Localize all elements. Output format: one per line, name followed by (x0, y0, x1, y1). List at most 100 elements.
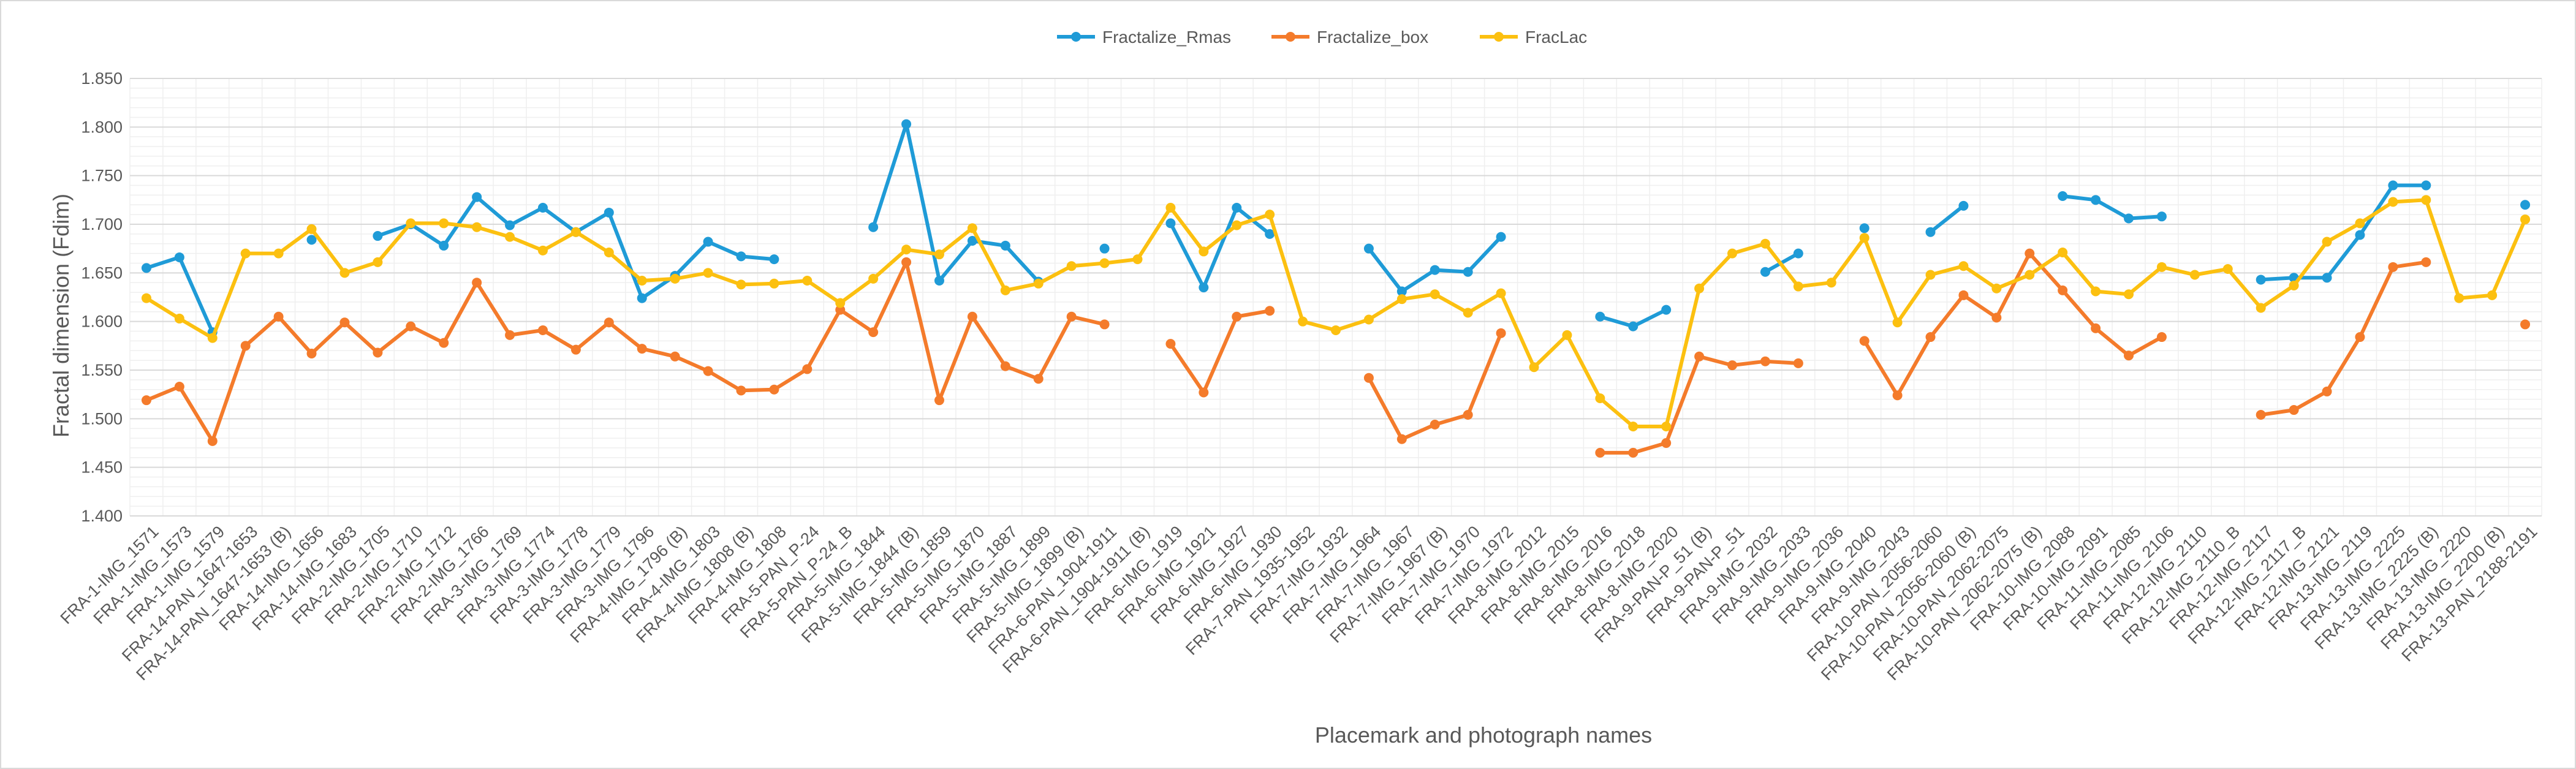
data-point (967, 311, 977, 322)
data-point (339, 317, 350, 328)
data-point (1099, 243, 1110, 254)
data-point (1331, 325, 1341, 335)
data-point (2189, 270, 2200, 280)
data-point (537, 245, 548, 256)
series-line (2061, 194, 2164, 221)
data-point (1496, 232, 1506, 242)
data-point (273, 311, 284, 322)
data-point (967, 223, 977, 233)
data-point (1727, 248, 1738, 259)
data-point (1727, 360, 1738, 371)
data-point (2520, 200, 2531, 210)
data-point (406, 321, 416, 331)
data-point (1628, 321, 1638, 331)
data-point (1595, 311, 1605, 322)
data-point (1165, 218, 1176, 229)
data-point (373, 231, 383, 241)
data-point (1099, 319, 1110, 330)
data-point (2124, 350, 2134, 361)
y-tick-label: 1.400 (81, 507, 123, 525)
data-point (2222, 263, 2233, 274)
data-point (339, 268, 350, 278)
y-axis-ticks: 1.400 1.450 1.500 1.550 1.600 1.650 1.700 1.750… (81, 69, 123, 525)
data-point (2388, 180, 2398, 191)
data-point (1661, 422, 1672, 432)
y-tick-label: 1.600 (81, 313, 123, 331)
data-point (537, 203, 548, 213)
data-point (2156, 262, 2167, 272)
data-point (2421, 180, 2431, 191)
data-point (868, 273, 879, 284)
series-line (1169, 309, 1272, 395)
data-point (637, 276, 647, 286)
data-point (1661, 438, 1672, 448)
data-point (2355, 332, 2365, 343)
data-point (901, 244, 912, 255)
data-point (2454, 293, 2464, 303)
data-point (1463, 409, 1473, 420)
data-point (736, 385, 746, 396)
data-point (174, 252, 184, 262)
data-point (2091, 286, 2101, 297)
series-line (1928, 203, 1966, 234)
data-point (1033, 374, 1044, 384)
data-point (2388, 197, 2398, 207)
data-point (2025, 248, 2035, 259)
data-point (141, 263, 151, 273)
data-point (868, 327, 879, 338)
y-tick-label: 1.450 (81, 458, 123, 477)
data-point (570, 344, 581, 355)
data-point (306, 235, 317, 245)
data-point (207, 333, 218, 343)
data-point (769, 254, 779, 265)
data-point (505, 232, 515, 242)
data-point (2091, 195, 2101, 205)
series-fractalize-rmas (141, 119, 2531, 338)
data-point (537, 325, 548, 335)
data-point (207, 436, 218, 446)
data-point (1694, 351, 1705, 362)
series-line (2259, 183, 2428, 282)
data-point (1363, 314, 1374, 325)
data-point (2520, 214, 2531, 225)
data-point (934, 249, 944, 260)
data-point (1496, 328, 1506, 338)
data-point (2058, 285, 2068, 295)
data-point (1363, 373, 1374, 383)
data-point (2322, 273, 2332, 283)
data-point (2025, 270, 2035, 280)
data-point (1958, 200, 1969, 211)
data-point (472, 192, 482, 202)
data-point (1066, 311, 1077, 322)
data-point (1099, 258, 1110, 268)
data-point (1760, 356, 1770, 366)
data-point (1991, 283, 2002, 294)
data-point (1562, 330, 1572, 340)
data-point (2520, 319, 2531, 330)
data-point (736, 251, 746, 262)
data-point (1463, 267, 1473, 277)
data-point (1925, 332, 1936, 343)
data-point (1595, 447, 1605, 458)
series-line (871, 122, 1040, 284)
data-point (1232, 203, 1242, 213)
data-point (1859, 223, 1869, 233)
series-line (1862, 251, 2164, 398)
data-point (868, 222, 879, 232)
data-point (1793, 358, 1803, 368)
data-point (1892, 390, 1903, 401)
data-point (1199, 246, 1209, 257)
data-point (373, 347, 383, 358)
data-point (1463, 308, 1473, 318)
data-point (901, 257, 912, 267)
data-point (1991, 313, 2002, 323)
data-point (472, 278, 482, 288)
data-point (1595, 393, 1605, 404)
data-point (2289, 405, 2299, 415)
data-point (1132, 254, 1143, 265)
data-point (1199, 282, 1209, 293)
data-point (1165, 203, 1176, 213)
data-point (604, 317, 614, 328)
data-point (835, 298, 846, 308)
